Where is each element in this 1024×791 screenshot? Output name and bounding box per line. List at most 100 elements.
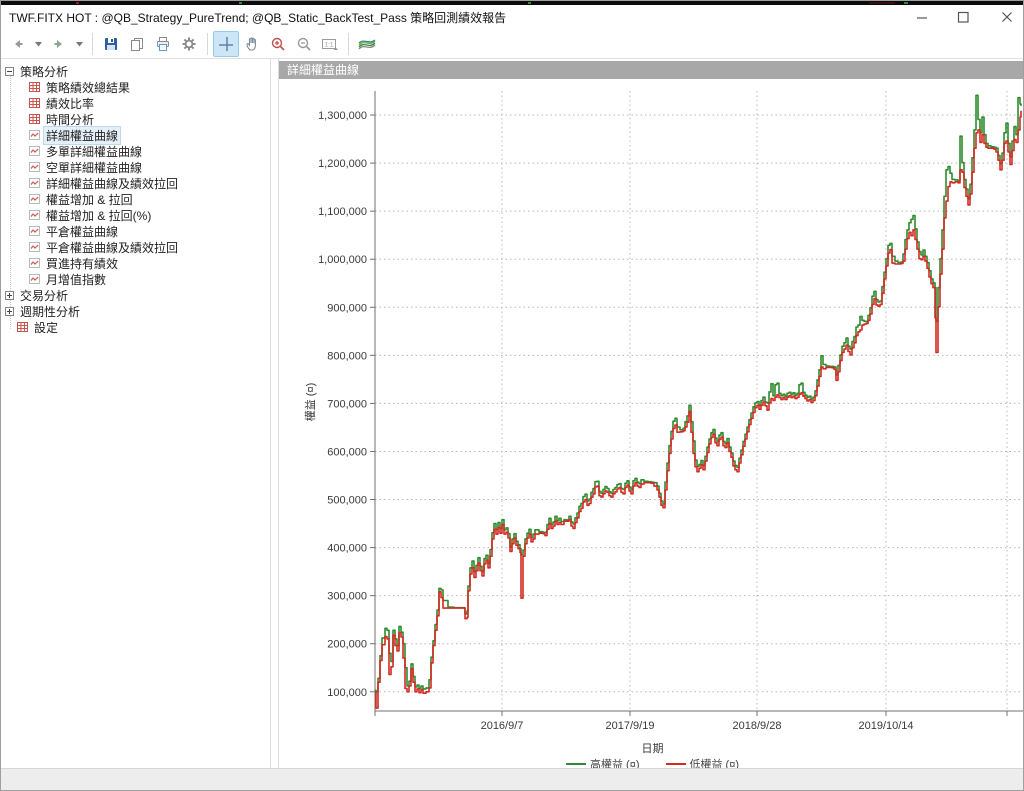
- y-tick-label: 800,000: [327, 350, 367, 362]
- zoom-out-icon: [296, 36, 312, 52]
- chart-icon: [29, 130, 40, 140]
- chart-icon: [29, 226, 40, 236]
- table-icon: [29, 98, 40, 108]
- tree-item-權益增加 & 拉回(%)[interactable]: 權益增加 & 拉回(%): [1, 207, 270, 223]
- tree-item-空單詳細權益曲線[interactable]: 空單詳細權益曲線: [1, 159, 270, 175]
- y-tick-label: 1,000,000: [318, 254, 367, 266]
- legend-line-swatch: [566, 763, 586, 765]
- save-button[interactable]: [98, 31, 124, 57]
- tree-item-設定[interactable]: 設定: [1, 319, 270, 335]
- y-tick-label: 400,000: [327, 543, 367, 555]
- report-pages-button[interactable]: [124, 31, 150, 57]
- tree-item-label: 多單詳細權益曲線: [44, 143, 144, 160]
- toolbar-separator: [207, 33, 208, 55]
- tree-item-label: 權益增加 & 拉回(%): [44, 207, 153, 224]
- legend-line-swatch: [666, 763, 686, 765]
- main-area: 策略分析策略績效總結果績效比率時間分析詳細權益曲線多單詳細權益曲線空單詳細權益曲…: [1, 59, 1023, 769]
- panel-splitter[interactable]: [271, 59, 278, 769]
- chart-icon: [29, 210, 40, 220]
- tree-item-label: 交易分析: [18, 287, 70, 304]
- nav-back-menu-button[interactable]: [31, 31, 46, 57]
- y-tick-label: 900,000: [327, 302, 367, 314]
- chart-panel: 詳細權益曲線 100,000200,000300,000400,000500,0…: [278, 59, 1023, 769]
- x-tick-label: 2017/9/19: [606, 720, 655, 732]
- tree-item-詳細權益曲線[interactable]: 詳細權益曲線: [1, 127, 270, 143]
- plus-box-icon[interactable]: [5, 307, 14, 316]
- high-equity-series: [375, 95, 1021, 692]
- tree-item-策略分析[interactable]: 策略分析: [1, 63, 270, 79]
- nav-forward-menu-button[interactable]: [72, 31, 87, 57]
- chart-icon: [29, 258, 40, 268]
- zoom-out-button[interactable]: [291, 31, 317, 57]
- caret-down-icon: [75, 36, 84, 52]
- minus-box-icon[interactable]: [5, 67, 14, 76]
- arrow-left-icon: [10, 36, 26, 52]
- tree-item-label: 權益增加 & 拉回: [44, 191, 135, 208]
- table-icon: [17, 322, 28, 332]
- y-tick-label: 500,000: [327, 495, 367, 507]
- tree-item-買進持有績效[interactable]: 買進持有績效: [1, 255, 270, 271]
- window-bottom-strip: [1, 768, 1023, 790]
- tree-item-平倉權益曲線[interactable]: 平倉權益曲線: [1, 223, 270, 239]
- x-tick-label: 2019/10/14: [858, 720, 913, 732]
- one-to-one-icon: 1:1: [321, 36, 339, 52]
- tree-item-詳細權益曲線及績效拉回[interactable]: 詳細權益曲線及績效拉回: [1, 175, 270, 191]
- chart-icon: [29, 162, 40, 172]
- pan-tool-button[interactable]: [239, 31, 265, 57]
- printer-icon: [155, 36, 171, 52]
- gear-icon: [181, 36, 197, 52]
- x-tick-label: 2018/9/28: [733, 720, 782, 732]
- settings-button[interactable]: [176, 31, 202, 57]
- chart-icon: [29, 242, 40, 252]
- floppy-icon: [103, 36, 119, 52]
- equity-curve-chart[interactable]: 100,000200,000300,000400,000500,000600,0…: [279, 79, 1023, 769]
- tree-item-績效比率[interactable]: 績效比率: [1, 95, 270, 111]
- toolbar: 1:1: [1, 29, 1023, 59]
- equity-curves-button[interactable]: [354, 31, 380, 57]
- tree-item-策略績效總結果[interactable]: 策略績效總結果: [1, 79, 270, 95]
- tree-item-label: 績效比率: [44, 95, 96, 112]
- caret-down-icon: [34, 36, 43, 52]
- tree-item-時間分析[interactable]: 時間分析: [1, 111, 270, 127]
- pages-icon: [129, 36, 145, 52]
- tree-item-label: 平倉權益曲線: [44, 223, 120, 240]
- tree-item-多單詳細權益曲線[interactable]: 多單詳細權益曲線: [1, 143, 270, 159]
- tree-item-權益增加 & 拉回[interactable]: 權益增加 & 拉回: [1, 191, 270, 207]
- y-axis-title: 權益 (¤): [302, 357, 318, 447]
- chart-panel-header: 詳細權益曲線: [279, 61, 1023, 79]
- close-button[interactable]: [989, 5, 1024, 29]
- nav-forward-button[interactable]: [46, 31, 72, 57]
- y-tick-label: 600,000: [327, 446, 367, 458]
- tree-item-label: 空單詳細權益曲線: [44, 159, 144, 176]
- crosshair-tool-button[interactable]: [213, 31, 239, 57]
- x-tick-label: 2016/9/7: [481, 720, 524, 732]
- tree-item-月增值指數[interactable]: 月增值指數: [1, 271, 270, 287]
- tree-item-週期性分析[interactable]: 週期性分析: [1, 303, 270, 319]
- nav-back-button[interactable]: [5, 31, 31, 57]
- tree-item-label: 策略分析: [18, 63, 70, 80]
- toolbar-separator: [92, 33, 93, 55]
- zoom-actual-button[interactable]: 1:1: [317, 31, 343, 57]
- y-tick-label: 1,300,000: [318, 110, 367, 122]
- report-window: TWF.FITX HOT : @QB_Strategy_PureTrend; @…: [0, 0, 1024, 791]
- tree-item-label: 設定: [32, 319, 60, 336]
- crosshair-icon: [217, 35, 235, 53]
- y-tick-label: 700,000: [327, 398, 367, 410]
- chart-icon: [29, 194, 40, 204]
- y-tick-label: 200,000: [327, 639, 367, 651]
- maximize-icon: [955, 9, 971, 25]
- zoom-in-button[interactable]: [265, 31, 291, 57]
- print-button[interactable]: [150, 31, 176, 57]
- tree-item-label: 月增值指數: [44, 271, 108, 288]
- tree-item-label: 週期性分析: [18, 303, 82, 320]
- tree-item-平倉權益曲線及績效拉回[interactable]: 平倉權益曲線及績效拉回: [1, 239, 270, 255]
- minimize-button[interactable]: [904, 5, 940, 29]
- close-icon: [999, 9, 1015, 25]
- y-tick-label: 100,000: [327, 687, 367, 699]
- chart-icon: [29, 178, 40, 188]
- maximize-button[interactable]: [945, 5, 981, 29]
- toolbar-separator: [348, 33, 349, 55]
- y-tick-label: 1,200,000: [318, 158, 367, 170]
- plus-box-icon[interactable]: [5, 291, 14, 300]
- tree-item-交易分析[interactable]: 交易分析: [1, 287, 270, 303]
